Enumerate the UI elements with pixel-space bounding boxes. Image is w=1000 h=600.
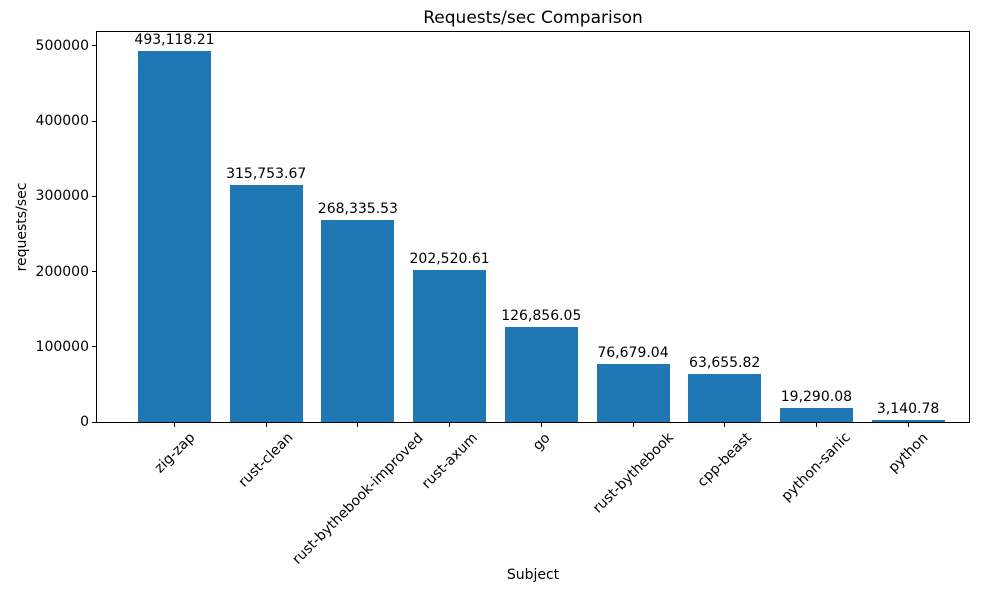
bar-value-label: 268,335.53 <box>317 201 398 218</box>
bar-rust-bythebook-improved <box>321 220 395 422</box>
x-tick <box>815 423 817 427</box>
x-tick-label: python <box>885 429 932 476</box>
x-tick <box>632 423 634 427</box>
chart-title: Requests/sec Comparison <box>423 8 643 28</box>
bar-go <box>504 326 578 422</box>
bar-value-label: 19,290.08 <box>780 388 853 405</box>
y-tick-label: 100000 <box>35 338 89 355</box>
bar-value-label: 315,753.67 <box>226 165 307 182</box>
plot-area: 493,118.21 315,753.67 268,335.53 202,520.61… <box>96 31 970 423</box>
y-tick-label: 0 <box>80 414 89 430</box>
y-tick <box>92 45 96 47</box>
y-tick <box>92 271 96 273</box>
x-tick <box>265 423 267 427</box>
bar-value-label: 126,856.05 <box>501 307 582 324</box>
x-tick-label: cpp-beast <box>694 429 756 491</box>
x-tick <box>540 423 542 427</box>
y-tick <box>92 346 96 348</box>
x-tick-label: rust-bythebook-improved <box>289 429 427 568</box>
x-tick-label: rust-bythebook <box>589 430 677 517</box>
bar-value-label: 63,655.82 <box>689 355 761 372</box>
bar-rust-axum <box>413 269 487 422</box>
x-tick <box>724 423 726 427</box>
x-axis-label: Subject <box>506 567 560 583</box>
y-tick <box>92 421 96 423</box>
x-tick <box>357 423 359 427</box>
y-tick-label: 500000 <box>35 37 89 54</box>
y-tick-label: 300000 <box>35 188 89 205</box>
x-tick-label: rust-clean <box>235 429 297 491</box>
x-tick <box>907 423 909 427</box>
bar-rust-bythebook <box>596 364 670 422</box>
bar-rust-clean <box>229 184 303 422</box>
y-tick-label: 400000 <box>35 113 89 130</box>
x-tick <box>174 423 175 427</box>
x-tick-label: zig-zap <box>151 429 198 477</box>
bar-value-label: 76,679.04 <box>597 345 669 362</box>
x-tick-label: rust-axum <box>418 430 481 493</box>
x-tick-label: go <box>529 429 554 454</box>
bar-zig-zap <box>138 51 211 422</box>
bar-value-label: 3,140.78 <box>876 400 940 417</box>
y-tick-label: 200000 <box>35 263 89 280</box>
bar-cpp-beast <box>688 374 762 422</box>
bar-python <box>871 419 945 422</box>
y-tick <box>92 195 96 197</box>
y-axis-label: requests/sec <box>14 182 30 272</box>
bar-value-label: 202,520.61 <box>409 250 490 267</box>
x-tick-label: python-sanic <box>778 429 855 506</box>
y-tick <box>92 120 96 122</box>
bar-value-label: 493,118.21 <box>134 32 215 49</box>
x-tick <box>449 423 451 427</box>
bar-python-sanic <box>779 407 853 422</box>
